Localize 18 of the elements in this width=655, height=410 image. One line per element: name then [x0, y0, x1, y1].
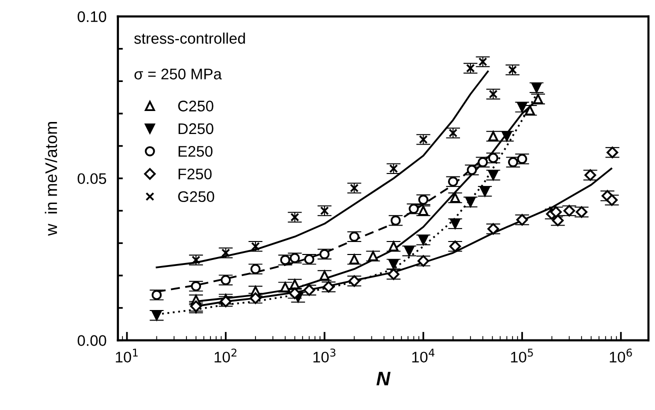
legend-label: F250 — [178, 168, 212, 180]
x-tick-label: 10$^{1}$ — [116, 348, 138, 363]
legend-label: D250 — [178, 123, 214, 134]
x-tick-label: 10$^{5}$ — [511, 348, 533, 363]
y-tick-label: 0.10 — [78, 11, 106, 22]
y-axis-title: w in meV/atom — [44, 122, 58, 236]
x-tick-label: 10$^{3}$ — [313, 348, 336, 363]
x-tick-label: 10$^{6}$ — [610, 348, 632, 363]
legend-label: G250 — [178, 191, 214, 202]
x-tick-label: 10$^{2}$ — [214, 348, 236, 363]
x-tick-label: 10$^{4}$ — [412, 348, 434, 363]
y-tick-label: 0.05 — [78, 173, 106, 184]
y-tick-label: 0.00 — [78, 335, 106, 346]
legend-label: E250 — [178, 146, 212, 157]
annotation: σ = 250 MPa — [134, 68, 222, 80]
x-axis-title: N — [376, 372, 391, 386]
legend-label: C250 — [178, 100, 214, 112]
annotation: stress-controlled — [134, 32, 245, 44]
